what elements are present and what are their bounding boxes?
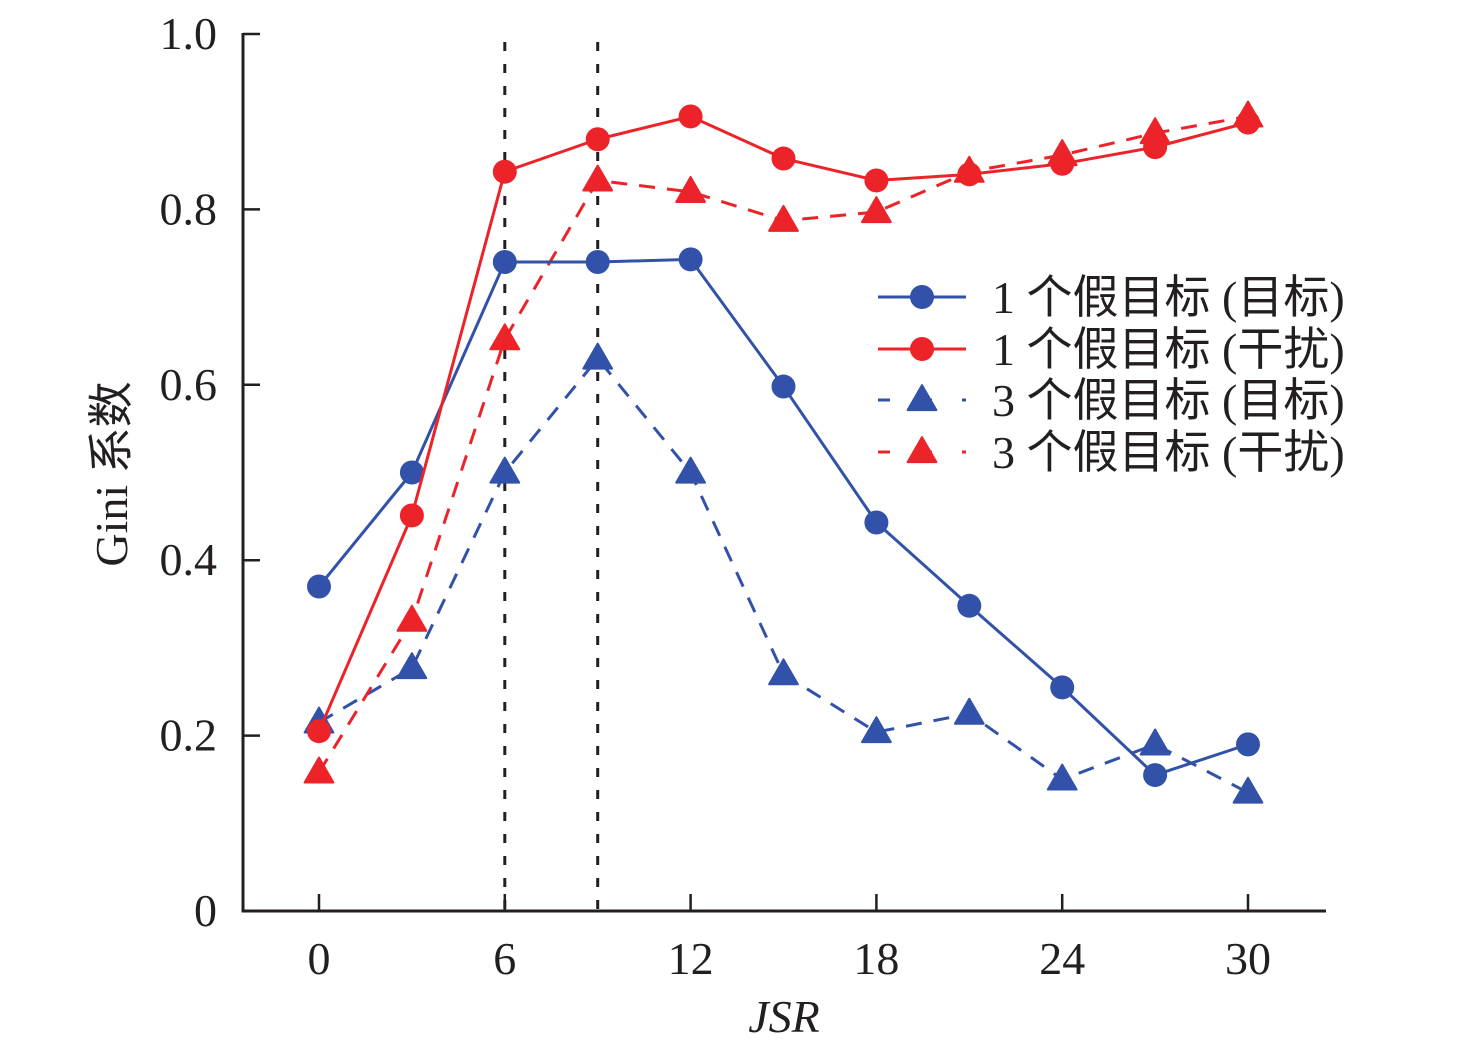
data-point	[1236, 110, 1260, 135]
y-tick-label: 0.2	[160, 710, 218, 761]
legend-item-3: 3 个假目标 (目标)	[878, 375, 1345, 426]
data-point	[1139, 728, 1171, 756]
legend-item-2: 1 个假目标 (干扰)	[878, 324, 1345, 375]
data-point	[307, 574, 331, 599]
legend-marker	[906, 384, 938, 412]
data-point	[1143, 135, 1168, 160]
data-point	[492, 250, 517, 275]
data-point	[864, 168, 889, 193]
data-point	[1046, 763, 1078, 791]
legend-label: 3 个假目标 (干扰)	[992, 427, 1345, 478]
data-point	[678, 247, 703, 272]
data-point	[768, 658, 799, 686]
y-tick-label: 0	[194, 885, 217, 936]
data-point	[492, 159, 517, 184]
data-point	[1143, 763, 1168, 788]
data-point	[1050, 151, 1075, 176]
x-tick-label: 24	[1039, 933, 1085, 984]
series-layer	[303, 100, 1264, 804]
data-point	[957, 593, 982, 618]
data-point	[1050, 675, 1075, 700]
data-point	[953, 697, 985, 725]
data-point	[1236, 732, 1260, 757]
data-point	[957, 162, 982, 187]
legend-marker	[906, 436, 938, 464]
y-ticks: 0 0.2 0.4 0.6 0.8 1.0	[160, 8, 260, 936]
reference-lines	[503, 42, 600, 911]
data-point	[861, 716, 892, 744]
data-point	[861, 196, 892, 224]
series-1	[307, 247, 1260, 788]
data-point	[768, 204, 799, 232]
legend-label: 1 个假目标 (目标)	[992, 272, 1345, 323]
x-tick-label: 0	[308, 933, 331, 984]
x-tick-label: 6	[493, 933, 516, 984]
data-point	[489, 323, 521, 351]
y-tick-label: 0.8	[160, 183, 218, 234]
y-axis-title: Gini 系数	[86, 381, 137, 566]
data-point	[771, 374, 796, 399]
data-point	[307, 719, 331, 744]
data-point	[303, 756, 335, 784]
legend: 1 个假目标 (目标)1 个假目标 (干扰)3 个假目标 (目标)3 个假目标 …	[878, 272, 1345, 478]
data-point	[399, 503, 424, 528]
legend-item-1: 1 个假目标 (目标)	[878, 272, 1345, 323]
legend-label: 1 个假目标 (干扰)	[992, 324, 1345, 375]
series-2	[307, 104, 1260, 744]
legend-marker	[910, 337, 934, 361]
data-point	[771, 146, 796, 171]
data-point	[1232, 776, 1264, 804]
data-point	[582, 342, 614, 370]
data-point	[678, 104, 703, 129]
data-point	[396, 652, 428, 680]
data-point	[585, 127, 610, 152]
data-point	[399, 460, 424, 485]
x-tick-label: 12	[668, 933, 714, 984]
data-point	[396, 604, 428, 632]
x-tick-label: 30	[1225, 933, 1271, 984]
data-point	[864, 510, 889, 535]
y-tick-label: 1.0	[160, 8, 218, 59]
x-axis-title: JSR	[748, 991, 820, 1042]
data-point	[675, 175, 706, 203]
legend-label: 3 个假目标 (目标)	[992, 375, 1345, 426]
legend-marker	[910, 285, 934, 309]
legend-item-4: 3 个假目标 (干扰)	[878, 427, 1345, 478]
axes: 0 0.2 0.4 0.6 0.8 1.0 0 6 12 18 24 30	[160, 8, 1326, 984]
data-point	[585, 250, 610, 275]
y-tick-label: 0.6	[160, 359, 218, 410]
x-tick-label: 18	[853, 933, 899, 984]
x-ticks: 0 6 12 18 24 30	[308, 894, 1271, 984]
data-point	[582, 164, 614, 192]
y-tick-label: 0.4	[160, 534, 218, 585]
data-point	[489, 456, 521, 484]
data-point	[675, 456, 706, 484]
